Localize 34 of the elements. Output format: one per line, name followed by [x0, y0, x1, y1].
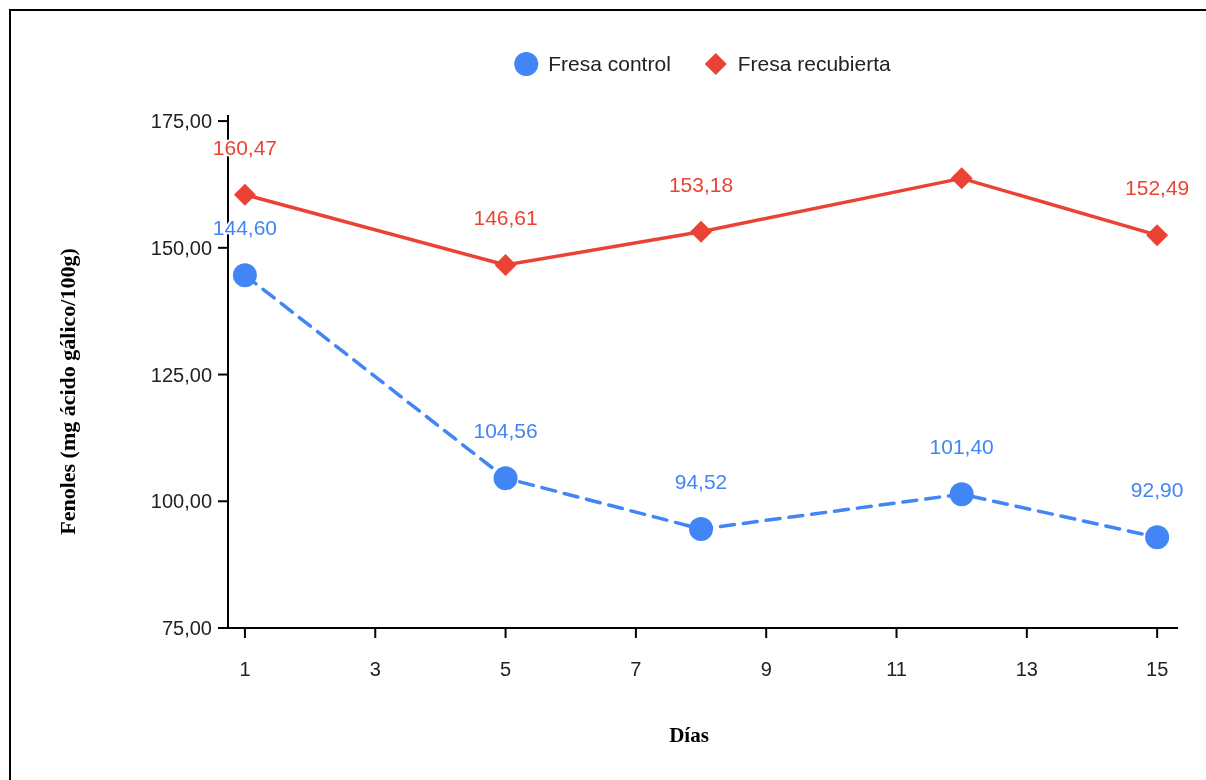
- y-tick-label: 150,00: [150, 236, 212, 259]
- data-label: 153,18: [668, 172, 734, 196]
- y-axis-title: Fenoles (mg ácido gálico/100g): [55, 248, 80, 535]
- point: [689, 517, 714, 542]
- x-tick-label: 9: [760, 658, 772, 680]
- point: [494, 254, 517, 276]
- point: [493, 466, 518, 491]
- x-tick-label: 11: [886, 658, 907, 680]
- point: [950, 167, 973, 190]
- point: [1145, 525, 1170, 550]
- x-tick-label: 13: [1015, 658, 1038, 680]
- point: [1146, 224, 1169, 247]
- x-tick-label: 7: [630, 658, 642, 680]
- data-label: 94,52: [674, 470, 728, 494]
- data-label: 101,40: [929, 435, 994, 459]
- point: [233, 183, 256, 206]
- data-label: 152,49: [1125, 176, 1190, 200]
- y-tick-label: 75,00: [161, 617, 212, 639]
- legend-label: Fresa recubierta: [737, 52, 891, 76]
- x-tick-label: 1: [239, 658, 251, 680]
- y-tick-label: 175,00: [150, 110, 212, 133]
- x-tick-label: 3: [369, 658, 381, 680]
- y-tick-label: 125,00: [150, 363, 212, 386]
- data-label: 104,56: [473, 419, 538, 443]
- point: [949, 482, 974, 507]
- y-tick-label: 100,00: [150, 490, 212, 513]
- x-axis-title: Días: [669, 723, 709, 747]
- x-tick-label: 5: [500, 658, 512, 680]
- legend-label: Fresa control: [548, 52, 671, 76]
- point: [232, 263, 257, 288]
- data-label: 146,61: [473, 206, 538, 229]
- x-tick-label: 15: [1146, 658, 1169, 680]
- point: [690, 220, 713, 243]
- data-label: 92,90: [1130, 478, 1184, 502]
